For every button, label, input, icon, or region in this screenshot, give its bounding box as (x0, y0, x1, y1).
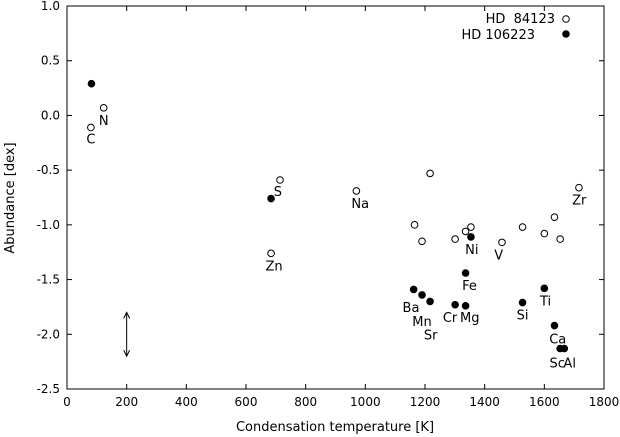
data-point-hd106223 (267, 194, 275, 203)
x-axis-label: Condensation temperature [K] (236, 420, 434, 435)
element-label: N (99, 114, 109, 129)
data-point-hd106223 (409, 285, 418, 294)
element-label: Ca (549, 333, 566, 348)
x-tick-label: 1800 (589, 395, 620, 409)
element-label: C (86, 132, 95, 147)
element-label: Sc (549, 357, 564, 372)
y-tick-label: 0.5 (41, 54, 60, 68)
data-point-hd84123 (467, 223, 475, 231)
y-tick-label: 0.0 (41, 108, 60, 122)
error-bar-arrow-up (123, 311, 131, 319)
x-tick-label: 1600 (529, 395, 560, 409)
data-point-hd84123 (540, 229, 549, 238)
data-point-hd84123 (461, 227, 470, 236)
data-point-hd84123 (556, 235, 564, 243)
data-point-hd106223 (87, 79, 96, 88)
y-tick-label: -2.5 (37, 382, 60, 396)
data-point-hd84123 (352, 187, 361, 195)
data-point-hd84123 (498, 238, 506, 247)
legend-marker-series-2 (562, 30, 570, 38)
y-tick-label: -2.0 (37, 327, 60, 341)
data-point-hd106223 (560, 344, 569, 353)
data-point-hd106223 (540, 284, 549, 293)
x-tick-label: 1000 (350, 395, 381, 409)
element-label: Fe (462, 279, 477, 294)
data-point-hd84123 (99, 103, 108, 112)
data-point-hd106223 (461, 269, 470, 277)
y-tick-label: -1.0 (37, 218, 60, 232)
x-tick-labels: 0 200 400 600 800 1000 1200 1400 1600 1800 (63, 395, 619, 409)
y-tick-labels: 1.0 0.5 0.0 -0.5 -1.0 -1.5 -2.0 -2.5 (37, 0, 60, 396)
data-point-hd84123 (276, 176, 284, 184)
x-tick-label: 0 (63, 395, 71, 409)
element-label: Cr (443, 311, 458, 326)
x-tick-label: 1400 (469, 395, 500, 409)
x-tick-label: 400 (175, 395, 198, 409)
data-point-hd84123 (451, 235, 459, 243)
x-tick-label: 200 (115, 395, 138, 409)
data-point-hd106223 (518, 298, 527, 307)
data-point-hd84123 (575, 183, 583, 192)
data-point-hd106223 (451, 300, 459, 309)
data-point-hd84123 (550, 213, 559, 221)
element-label: Na (351, 197, 369, 212)
element-label: Si (517, 309, 529, 324)
x-tick-label: 800 (294, 395, 317, 409)
error-bar-arrow-down (123, 349, 131, 358)
y-tick-label: -0.5 (37, 163, 60, 177)
legend-label-series-1: HD 84123 (486, 12, 555, 27)
y-tick-label: 1.0 (41, 0, 60, 13)
element-label: S (274, 185, 282, 200)
element-label: Zr (572, 194, 587, 209)
data-point-hd106223 (426, 297, 434, 306)
data-point-hd84123 (267, 249, 275, 258)
y-axis-label: Abundance [dex] (3, 142, 18, 253)
data-points (87, 79, 583, 353)
x-tick-label: 1200 (410, 395, 441, 409)
element-label: Zn (265, 259, 282, 274)
data-point-hd106223 (467, 233, 475, 241)
y-tick-label: -1.5 (37, 273, 60, 287)
element-label: Ba (403, 301, 420, 316)
error-bar (123, 311, 131, 358)
element-label: Sr (424, 328, 438, 343)
data-point-hd106223 (550, 321, 559, 330)
data-point-hd84123 (426, 169, 434, 178)
axis-ticks (66, 5, 605, 390)
legend-label-series-2: HD 106223 (461, 28, 535, 43)
legend: HD 84123 HD 106223 (461, 12, 570, 43)
element-label: Mn (412, 315, 431, 330)
element-label: Al (563, 357, 576, 372)
data-point-hd106223 (418, 291, 426, 299)
element-label: V (494, 248, 503, 263)
data-point-hd84123 (418, 237, 426, 246)
plot-frame (66, 5, 605, 390)
element-label: Ni (465, 243, 478, 258)
data-point-hd84123 (518, 223, 527, 231)
x-tick-label: 600 (235, 395, 258, 409)
data-point-hd84123 (410, 221, 419, 229)
legend-marker-series-1 (562, 15, 570, 23)
element-label: Mg (460, 311, 479, 326)
element-label: Ti (539, 294, 551, 309)
data-point-hd84123 (87, 123, 95, 132)
data-point-hd106223 (461, 302, 470, 310)
